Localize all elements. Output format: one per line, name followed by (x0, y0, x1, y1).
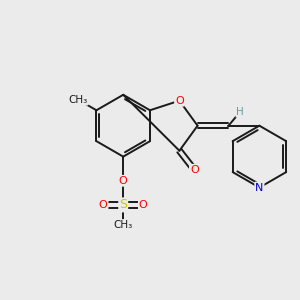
Text: O: O (139, 200, 148, 210)
Text: H: H (236, 107, 244, 117)
Text: S: S (119, 198, 127, 212)
Text: CH₃: CH₃ (68, 95, 88, 105)
Text: CH₃: CH₃ (114, 220, 133, 230)
Text: O: O (99, 200, 108, 210)
Text: O: O (175, 96, 184, 106)
Text: N: N (255, 182, 264, 193)
Text: O: O (190, 165, 199, 175)
Text: O: O (119, 176, 128, 186)
